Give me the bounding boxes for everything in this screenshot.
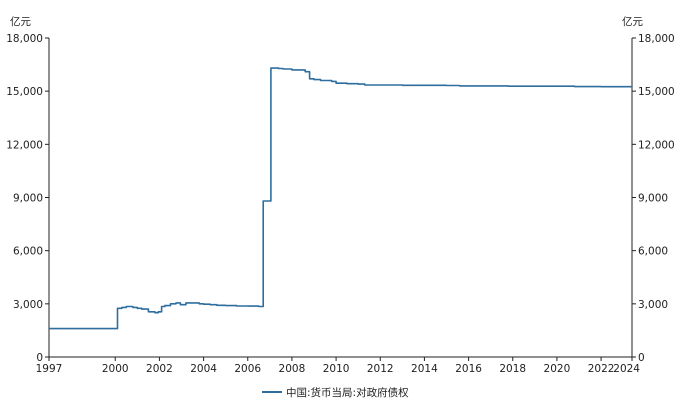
x-tick-label: 2006 — [234, 363, 261, 375]
plot-area: 0 3,000 6,000 9,000 12,000 15,000 18,000 0 3,00… — [6, 15, 675, 375]
right-tick-label: 12,000 — [638, 139, 675, 151]
legend: 中国:货币当局:对政府债权 — [262, 386, 409, 399]
left-tick-label: 6,000 — [13, 246, 43, 258]
right-tick-label: 18,000 — [638, 33, 675, 45]
x-tick-label: 2008 — [279, 363, 306, 375]
left-tick-label: 0 — [36, 352, 43, 364]
right-unit-label: 亿元 — [622, 15, 643, 28]
right-tick-label: 3,000 — [638, 299, 668, 311]
right-tick-label: 6,000 — [638, 246, 668, 258]
x-ticks: 1997 2000 2002 2004 2006 2008 2010 2012 2014 2016… — [36, 357, 640, 375]
x-tick-label: 1997 — [36, 363, 63, 375]
right-tick-label: 9,000 — [638, 193, 668, 205]
series-lines — [49, 67, 632, 330]
x-tick-label: 2016 — [455, 363, 482, 375]
left-ticks: 0 3,000 6,000 9,000 12,000 15,000 18,000 — [6, 33, 49, 364]
left-unit-label: 亿元 — [10, 15, 31, 28]
x-tick-label: 2022 — [588, 363, 615, 375]
left-tick-label: 15,000 — [6, 86, 43, 98]
x-tick-label: 2004 — [190, 363, 217, 375]
x-tick-label: 2000 — [102, 363, 129, 375]
x-tick-label: 2018 — [499, 363, 526, 375]
x-tick-label: 2010 — [323, 363, 350, 375]
x-tick-label: 2020 — [544, 363, 571, 375]
left-tick-label: 12,000 — [6, 139, 43, 151]
x-tick-label: 2012 — [367, 363, 394, 375]
left-tick-label: 9,000 — [13, 193, 43, 205]
legend-label: 中国:货币当局:对政府债权 — [286, 386, 409, 399]
x-tick-label: 2014 — [411, 363, 438, 375]
right-tick-label: 15,000 — [638, 86, 675, 98]
series-line-0 — [49, 67, 632, 330]
right-tick-label: 0 — [638, 352, 645, 364]
right-ticks: 0 3,000 6,000 9,000 12,000 15,000 18,000 — [632, 33, 675, 364]
x-tick-label: 2024 — [613, 363, 640, 375]
left-tick-label: 3,000 — [13, 299, 43, 311]
left-tick-label: 18,000 — [6, 33, 43, 45]
x-tick-label: 2002 — [146, 363, 173, 375]
